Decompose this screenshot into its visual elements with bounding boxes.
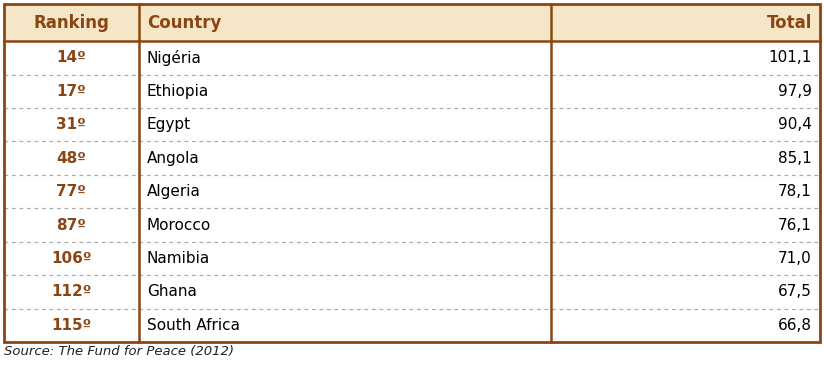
Bar: [4, 175, 820, 208]
Text: Ethiopia: Ethiopia: [147, 84, 209, 99]
Text: Country: Country: [147, 14, 221, 32]
Text: Source: The Fund for Peace (2012): Source: The Fund for Peace (2012): [4, 345, 234, 358]
Text: Ranking: Ranking: [34, 14, 110, 32]
Text: 71,0: 71,0: [778, 251, 812, 266]
Text: 85,1: 85,1: [778, 151, 812, 166]
Text: Morocco: Morocco: [147, 217, 211, 233]
Bar: [4, 242, 820, 275]
Text: 14º: 14º: [57, 50, 87, 66]
Text: Egypt: Egypt: [147, 117, 191, 132]
Text: 67,5: 67,5: [778, 284, 812, 299]
Text: Ghana: Ghana: [147, 284, 196, 299]
Text: Namibia: Namibia: [147, 251, 210, 266]
Text: 77º: 77º: [56, 184, 87, 199]
Text: 78,1: 78,1: [778, 184, 812, 199]
Bar: [4, 309, 820, 342]
Text: 87º: 87º: [56, 217, 87, 233]
Text: 115º: 115º: [51, 318, 91, 333]
Text: 97,9: 97,9: [778, 84, 812, 99]
Text: 17º: 17º: [57, 84, 87, 99]
Bar: [4, 41, 820, 75]
Bar: [4, 208, 820, 242]
Text: South Africa: South Africa: [147, 318, 240, 333]
Bar: [4, 141, 820, 175]
Text: 106º: 106º: [51, 251, 91, 266]
Text: 31º: 31º: [57, 117, 87, 132]
Text: Total: Total: [766, 14, 812, 32]
Text: Angola: Angola: [147, 151, 199, 166]
Bar: [4, 4, 820, 41]
Text: 48º: 48º: [56, 151, 87, 166]
Text: 101,1: 101,1: [769, 50, 812, 66]
Text: 66,8: 66,8: [778, 318, 812, 333]
Text: Algeria: Algeria: [147, 184, 200, 199]
Text: Nigéria: Nigéria: [147, 50, 202, 66]
Bar: [4, 275, 820, 309]
Bar: [4, 108, 820, 141]
Text: 90,4: 90,4: [778, 117, 812, 132]
Text: 76,1: 76,1: [778, 217, 812, 233]
Text: 112º: 112º: [51, 284, 91, 299]
Bar: [4, 75, 820, 108]
